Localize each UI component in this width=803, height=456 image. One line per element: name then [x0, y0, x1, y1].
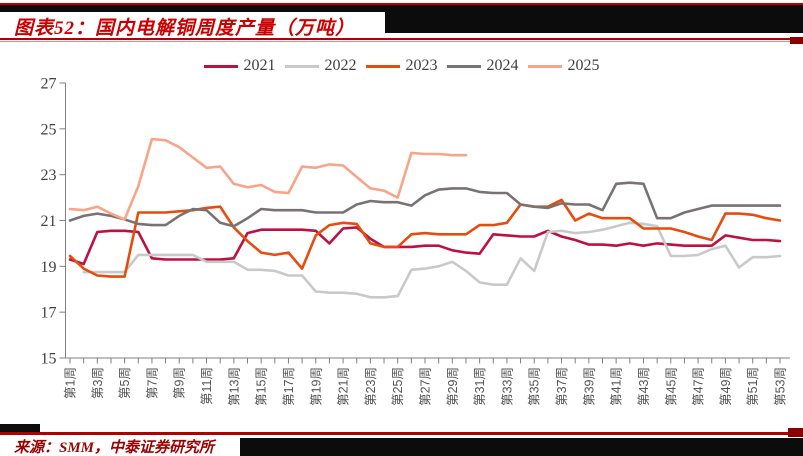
svg-text:第47周: 第47周 [692, 367, 706, 406]
legend-item-2024: 2024 [446, 57, 519, 75]
svg-text:第23周: 第23周 [364, 367, 378, 406]
svg-text:第5周: 第5周 [118, 367, 132, 399]
footer-rule-end-block [788, 428, 803, 437]
svg-text:第1周: 第1周 [64, 367, 78, 399]
legend-item-2022: 2022 [284, 57, 357, 75]
legend-line-swatch-2021 [203, 64, 238, 68]
legend-line-swatch-2023 [365, 64, 400, 68]
legend-item-2023: 2023 [365, 57, 438, 75]
svg-text:第45周: 第45周 [664, 367, 678, 406]
svg-text:23: 23 [41, 167, 57, 184]
legend-label-2022: 2022 [324, 57, 357, 74]
svg-text:15: 15 [41, 351, 57, 368]
header-rule-light [0, 41, 790, 42]
svg-text:第13周: 第13周 [227, 367, 241, 406]
legend-label-2025: 2025 [567, 57, 600, 74]
footer-black-chip [0, 424, 40, 432]
header-rule-end-block [790, 37, 803, 44]
footer-rule [0, 432, 803, 435]
figure-title: 图表52：国内电解铜周度产量（万吨） [14, 18, 356, 39]
svg-text:第27周: 第27周 [419, 367, 433, 406]
header-black-block [385, 5, 803, 33]
svg-text:第29周: 第29周 [446, 367, 460, 406]
footer-black-bar [240, 438, 803, 456]
svg-text:第37周: 第37周 [555, 367, 569, 406]
legend-line-swatch-2025 [527, 64, 562, 68]
svg-text:第31周: 第31周 [473, 367, 487, 406]
svg-text:第49周: 第49周 [719, 367, 733, 406]
svg-text:第39周: 第39周 [582, 367, 596, 406]
svg-text:第35周: 第35周 [528, 367, 542, 406]
svg-text:第41周: 第41周 [610, 367, 624, 406]
svg-text:第51周: 第51周 [746, 367, 760, 406]
legend-label-2024: 2024 [486, 57, 519, 74]
svg-text:第21周: 第21周 [337, 367, 351, 406]
source-text: 来源：SMM，中泰证券研究所 [14, 440, 215, 456]
legend-label-2023: 2023 [405, 57, 438, 74]
svg-text:27: 27 [41, 76, 57, 93]
svg-text:25: 25 [41, 121, 57, 138]
legend-item-2025: 2025 [527, 57, 600, 75]
legend-item-2021: 2021 [203, 57, 276, 75]
svg-text:第17周: 第17周 [282, 367, 296, 406]
svg-text:21: 21 [41, 213, 57, 230]
svg-text:19: 19 [41, 259, 57, 276]
svg-text:17: 17 [41, 305, 57, 322]
header-rule-dark [0, 38, 803, 40]
top-red-rule [0, 3, 803, 5]
legend-line-swatch-2024 [446, 64, 481, 68]
svg-text:第33周: 第33周 [500, 367, 514, 406]
svg-text:第11周: 第11周 [200, 367, 214, 405]
svg-text:第19周: 第19周 [309, 367, 323, 406]
svg-text:第9周: 第9周 [173, 367, 187, 399]
svg-text:第3周: 第3周 [91, 367, 105, 399]
legend-label-2021: 2021 [243, 57, 276, 74]
svg-text:第53周: 第53周 [774, 367, 788, 406]
svg-text:第25周: 第25周 [391, 367, 405, 406]
legend-line-swatch-2022 [284, 64, 319, 68]
svg-text:第7周: 第7周 [145, 367, 159, 399]
legend: 2021 2022 2023 2024 2025 [0, 57, 803, 75]
svg-text:第15周: 第15周 [255, 367, 269, 406]
svg-text:第43周: 第43周 [637, 367, 651, 406]
